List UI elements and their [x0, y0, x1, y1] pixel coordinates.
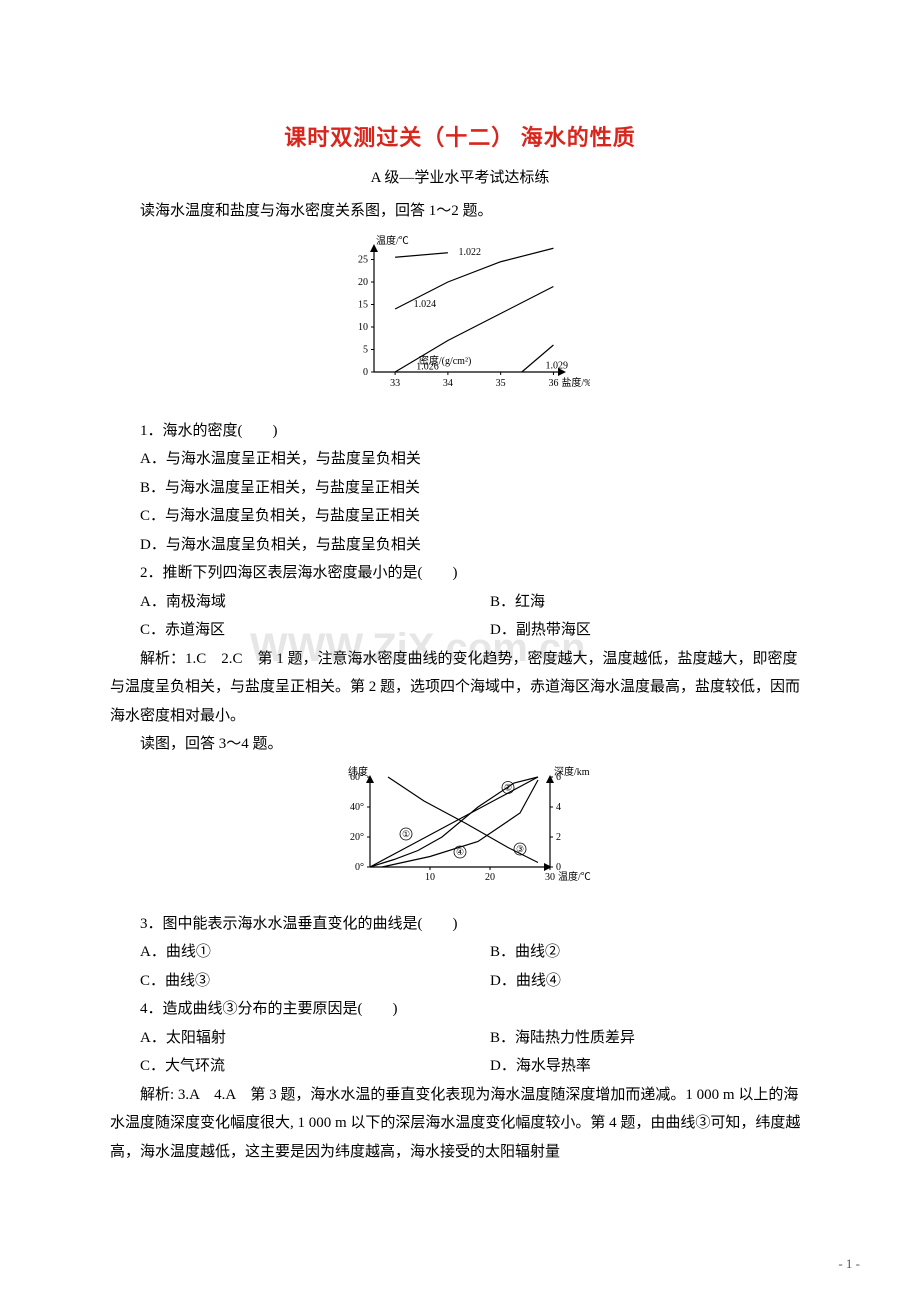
- svg-text:30: 30: [545, 872, 555, 883]
- svg-text:20: 20: [358, 277, 368, 288]
- q4-opt-a: A．太阳辐射: [110, 1024, 460, 1053]
- svg-text:盐度/‰: 盐度/‰: [561, 376, 590, 389]
- q3-opt-a: A．曲线①: [110, 938, 460, 967]
- svg-text:纬度: 纬度: [348, 765, 368, 778]
- intro-2: 读图，回答 3～4 题。: [110, 730, 810, 759]
- q3-opt-b: B．曲线②: [460, 938, 810, 967]
- q1-opt-d: D．与海水温度呈负相关，与盐度呈负相关: [110, 531, 810, 560]
- explanation-12: 解析：1.C 2.C 第 1 题，注意海水密度曲线的变化趋势，密度越大，温度越低…: [110, 645, 810, 731]
- q1-opt-b: B．与海水温度呈正相关，与盐度呈正相关: [110, 474, 810, 503]
- svg-text:20: 20: [485, 872, 495, 883]
- svg-text:33: 33: [390, 378, 400, 389]
- q2-stem: 2．推断下列四海区表层海水密度最小的是( ): [110, 559, 810, 588]
- q1-opt-c: C．与海水温度呈负相关，与盐度呈正相关: [110, 502, 810, 531]
- q1-opt-a: A．与海水温度呈正相关，与盐度呈负相关: [110, 445, 810, 474]
- svg-text:①: ①: [402, 829, 410, 839]
- svg-text:5: 5: [363, 344, 368, 355]
- svg-text:温度/℃: 温度/℃: [376, 234, 409, 247]
- q3-stem: 3．图中能表示海水水温垂直变化的曲线是( ): [110, 910, 810, 939]
- intro-1: 读海水温度和盐度与海水密度关系图，回答 1～2 题。: [110, 197, 810, 226]
- page-number: - 1 -: [838, 1256, 860, 1272]
- q3-opt-c: C．曲线③: [110, 967, 460, 996]
- svg-text:1.022: 1.022: [458, 247, 481, 258]
- svg-text:温度/℃: 温度/℃: [558, 870, 591, 883]
- svg-text:③: ③: [516, 844, 524, 854]
- svg-text:深度/km: 深度/km: [554, 765, 590, 778]
- svg-text:2: 2: [556, 832, 561, 843]
- q4-opt-b: B．海陆热力性质差异: [460, 1024, 810, 1053]
- chart-1: 0 5 10 15 20 25 33 34 35 36 温度/℃ 盐度/‰ 1.022 1.024 1.02…: [110, 232, 810, 407]
- svg-text:15: 15: [358, 299, 368, 310]
- q3-opt-d: D．曲线④: [460, 967, 810, 996]
- q1-stem: 1．海水的密度( ): [110, 417, 810, 446]
- svg-text:35: 35: [496, 378, 506, 389]
- svg-text:0°: 0°: [355, 862, 364, 873]
- svg-text:25: 25: [358, 254, 368, 265]
- svg-text:40°: 40°: [350, 802, 364, 813]
- svg-text:10: 10: [425, 872, 435, 883]
- svg-text:1.029: 1.029: [546, 360, 569, 371]
- q2-opt-a: A．南极海域: [110, 588, 460, 617]
- svg-text:4: 4: [556, 802, 561, 813]
- svg-text:10: 10: [358, 322, 368, 333]
- explanation-34: 解析: 3.A 4.A 第 3 题，海水水温的垂直变化表现为海水温度随深度增加而…: [110, 1081, 810, 1167]
- q4-stem: 4．造成曲线③分布的主要原因是( ): [110, 995, 810, 1024]
- svg-text:密度/(g/cm²): 密度/(g/cm²): [419, 353, 471, 366]
- svg-text:④: ④: [456, 847, 464, 857]
- page-title: 课时双测过关（十二） 海水的性质: [110, 120, 810, 152]
- q2-opt-c: C．赤道海区: [110, 616, 460, 645]
- chart-2: 0°20°40°60°0246102030纬度深度/km温度/℃①②③④: [110, 765, 810, 900]
- svg-text:36: 36: [548, 378, 558, 389]
- q4-opt-c: C．大气环流: [110, 1052, 460, 1081]
- subtitle: A 级—学业水平考试达标练: [110, 166, 810, 187]
- q2-opt-b: B．红海: [460, 588, 810, 617]
- q2-opt-d: D．副热带海区: [460, 616, 810, 645]
- svg-text:20°: 20°: [350, 832, 364, 843]
- svg-text:1.024: 1.024: [414, 298, 437, 309]
- svg-text:34: 34: [443, 378, 453, 389]
- svg-text:②: ②: [504, 782, 512, 792]
- q4-opt-d: D．海水导热率: [460, 1052, 810, 1081]
- svg-text:0: 0: [363, 367, 368, 378]
